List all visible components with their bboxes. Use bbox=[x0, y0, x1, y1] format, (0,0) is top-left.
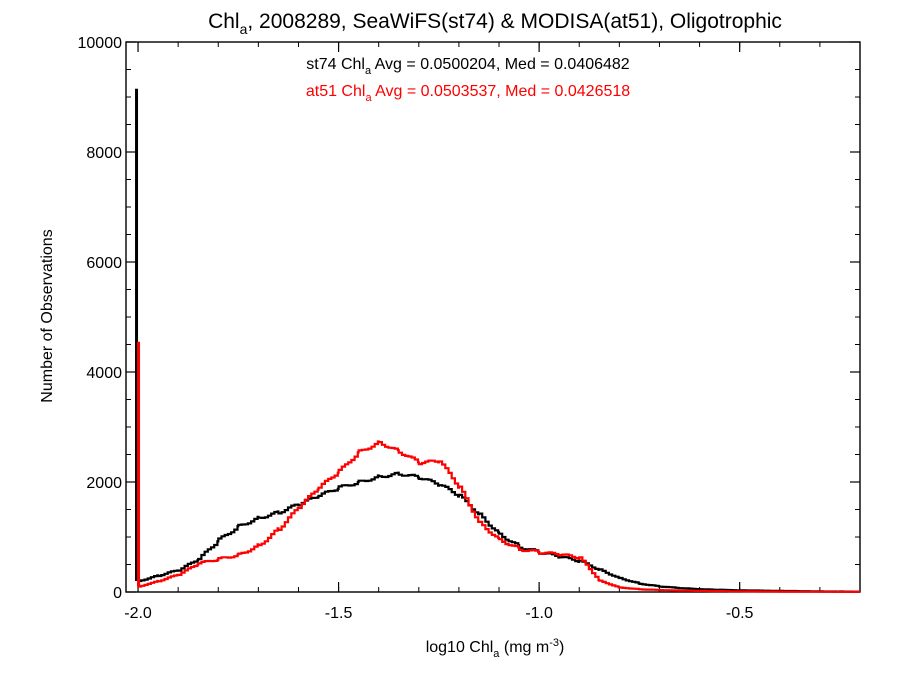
x-tick-label: -2.0 bbox=[124, 605, 152, 622]
y-tick-label: 2000 bbox=[86, 475, 122, 492]
chart-title: Chla, 2008289, SeaWiFS(st74) & MODISA(at… bbox=[208, 10, 782, 37]
x-tick-label: -1.5 bbox=[325, 605, 353, 622]
x-tick-label: -0.5 bbox=[726, 605, 754, 622]
series-line-at51 bbox=[138, 440, 860, 593]
y-tick-label: 8000 bbox=[86, 145, 122, 162]
plot-frame bbox=[125, 41, 861, 593]
tick-labels: -2.0 -1.5 -1.0 -0.5 0 2000 4000 6000 8000 10000 bbox=[78, 35, 754, 622]
x-tick-label: -1.0 bbox=[525, 605, 553, 622]
y-tick-label: 10000 bbox=[78, 35, 123, 52]
y-tick-label: 6000 bbox=[86, 255, 122, 272]
y-axis-label: Number of Observations bbox=[39, 229, 56, 402]
annotation-at51: at51 Chla Avg = 0.0503537, Med = 0.04265… bbox=[306, 83, 630, 104]
annotation-st74: st74 Chla Avg = 0.0500204, Med = 0.04064… bbox=[306, 56, 630, 77]
tick-marks bbox=[126, 41, 860, 593]
y-tick-label: 4000 bbox=[86, 365, 122, 382]
y-tick-label: 0 bbox=[113, 585, 122, 602]
series-line-st74 bbox=[138, 471, 860, 593]
x-axis-label: log10 Chla (mg m-3) bbox=[426, 637, 565, 660]
